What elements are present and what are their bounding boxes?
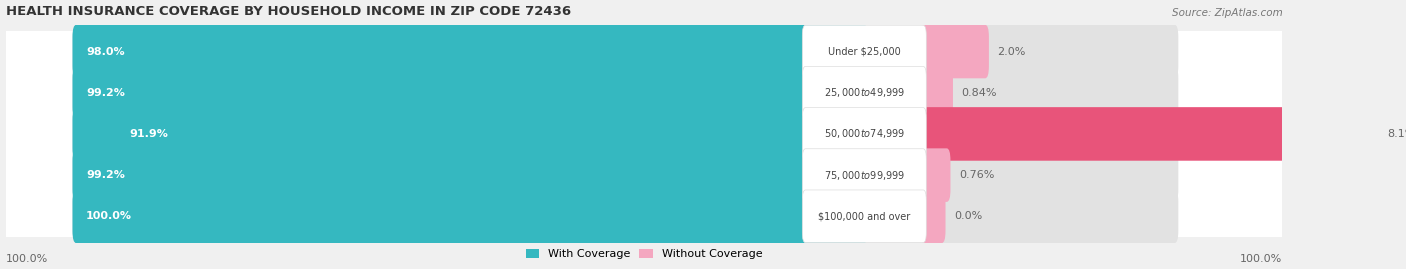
FancyBboxPatch shape: [73, 25, 1178, 78]
Text: 99.2%: 99.2%: [86, 170, 125, 180]
FancyBboxPatch shape: [920, 107, 1379, 161]
Legend: With Coverage, Without Coverage: With Coverage, Without Coverage: [522, 245, 766, 264]
Text: 100.0%: 100.0%: [86, 211, 132, 221]
FancyBboxPatch shape: [73, 148, 868, 202]
FancyBboxPatch shape: [803, 25, 927, 78]
Text: HEALTH INSURANCE COVERAGE BY HOUSEHOLD INCOME IN ZIP CODE 72436: HEALTH INSURANCE COVERAGE BY HOUSEHOLD I…: [6, 5, 571, 18]
Text: $100,000 and over: $100,000 and over: [818, 211, 911, 221]
FancyBboxPatch shape: [803, 66, 927, 119]
FancyBboxPatch shape: [6, 72, 1282, 113]
FancyBboxPatch shape: [73, 148, 1178, 202]
FancyBboxPatch shape: [73, 190, 1178, 243]
FancyBboxPatch shape: [73, 25, 868, 78]
FancyBboxPatch shape: [920, 66, 953, 119]
FancyBboxPatch shape: [6, 113, 1282, 154]
FancyBboxPatch shape: [803, 108, 927, 160]
Text: Under $25,000: Under $25,000: [828, 47, 901, 56]
Text: $25,000 to $49,999: $25,000 to $49,999: [824, 86, 905, 99]
Text: 91.9%: 91.9%: [129, 129, 169, 139]
FancyBboxPatch shape: [6, 196, 1282, 237]
FancyBboxPatch shape: [73, 66, 868, 119]
Text: $75,000 to $99,999: $75,000 to $99,999: [824, 169, 905, 182]
FancyBboxPatch shape: [73, 66, 1178, 119]
FancyBboxPatch shape: [920, 190, 945, 243]
Text: 0.84%: 0.84%: [962, 88, 997, 98]
FancyBboxPatch shape: [920, 148, 950, 202]
Text: 0.76%: 0.76%: [959, 170, 994, 180]
Text: 99.2%: 99.2%: [86, 88, 125, 98]
Text: 2.0%: 2.0%: [998, 47, 1026, 56]
Text: 100.0%: 100.0%: [6, 254, 48, 264]
FancyBboxPatch shape: [803, 190, 927, 243]
FancyBboxPatch shape: [73, 107, 1178, 161]
Text: 100.0%: 100.0%: [1240, 254, 1282, 264]
Text: Source: ZipAtlas.com: Source: ZipAtlas.com: [1171, 8, 1282, 18]
Text: 0.0%: 0.0%: [955, 211, 983, 221]
FancyBboxPatch shape: [73, 107, 868, 161]
FancyBboxPatch shape: [73, 190, 868, 243]
Text: $50,000 to $74,999: $50,000 to $74,999: [824, 128, 905, 140]
FancyBboxPatch shape: [920, 25, 988, 78]
FancyBboxPatch shape: [6, 154, 1282, 196]
FancyBboxPatch shape: [6, 31, 1282, 72]
FancyBboxPatch shape: [803, 149, 927, 201]
Text: 98.0%: 98.0%: [86, 47, 125, 56]
Text: 8.1%: 8.1%: [1388, 129, 1406, 139]
